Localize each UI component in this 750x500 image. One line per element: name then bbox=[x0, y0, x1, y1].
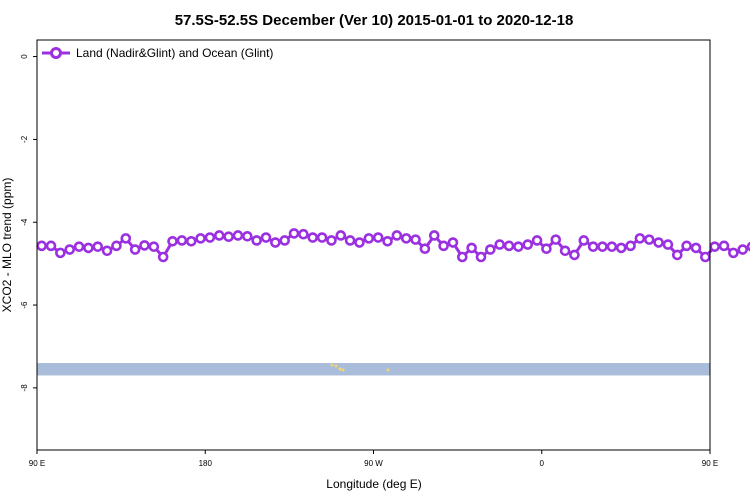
data-point bbox=[242, 231, 253, 242]
plot-area bbox=[36, 228, 750, 376]
data-point bbox=[288, 228, 300, 239]
data-point bbox=[634, 233, 646, 244]
data-point bbox=[466, 242, 477, 254]
x-axis-label: Longitude (deg E) bbox=[326, 477, 421, 491]
data-point bbox=[354, 237, 365, 248]
data-point bbox=[456, 251, 468, 263]
data-point bbox=[335, 230, 347, 241]
data-point bbox=[475, 251, 487, 263]
chart-title: 57.5S-52.5S December (Ver 10) 2015-01-01… bbox=[175, 12, 574, 29]
data-point bbox=[372, 232, 384, 243]
data-point bbox=[513, 241, 524, 252]
data-point bbox=[578, 235, 590, 246]
y-axis: 0 -2 -4 -6 -8 bbox=[20, 54, 37, 392]
x-tick-label: 90 E bbox=[29, 459, 45, 468]
data-point bbox=[363, 233, 375, 244]
data-point bbox=[653, 237, 664, 248]
data-point bbox=[690, 242, 702, 254]
y-tick-label: -8 bbox=[20, 384, 29, 392]
x-tick-label: 180 bbox=[199, 459, 213, 468]
data-point bbox=[148, 241, 160, 252]
data-point bbox=[410, 234, 421, 245]
data-point bbox=[625, 240, 636, 252]
data-point bbox=[298, 228, 309, 240]
data-point bbox=[223, 231, 234, 243]
data-point bbox=[438, 240, 449, 252]
data-point bbox=[139, 240, 150, 251]
y-tick-label: -4 bbox=[20, 218, 29, 226]
data-point bbox=[503, 240, 515, 252]
data-point bbox=[522, 239, 534, 250]
data-point bbox=[129, 244, 141, 255]
data-point bbox=[737, 244, 749, 255]
data-point bbox=[681, 240, 692, 252]
data-point bbox=[213, 230, 225, 241]
y-axis-label: XCO2 - MLO trend (ppm) bbox=[0, 178, 14, 313]
data-point bbox=[718, 240, 730, 252]
data-point bbox=[55, 247, 66, 259]
data-point bbox=[101, 245, 113, 257]
data-point bbox=[307, 232, 319, 243]
data-point bbox=[73, 241, 85, 252]
data-point bbox=[64, 244, 76, 255]
data-point bbox=[279, 235, 291, 246]
data-point bbox=[344, 235, 356, 246]
x-axis: 90 E 180 90 W 0 90 E bbox=[29, 450, 718, 468]
data-point bbox=[120, 233, 132, 244]
data-point bbox=[391, 230, 403, 241]
data-point bbox=[428, 230, 440, 241]
data-point bbox=[643, 234, 655, 245]
data-point bbox=[45, 240, 57, 252]
data-point bbox=[316, 232, 328, 243]
data-point bbox=[382, 235, 393, 247]
legend-marker bbox=[50, 47, 62, 59]
data-point bbox=[270, 237, 281, 248]
legend-label: Land (Nadir&Glint) and Ocean (Glint) bbox=[76, 46, 273, 60]
data-point bbox=[83, 242, 94, 254]
data-point bbox=[447, 237, 459, 248]
data-point bbox=[494, 239, 505, 250]
data-point bbox=[400, 233, 412, 244]
data-point bbox=[587, 241, 599, 252]
legend: Land (Nadir&Glint) and Ocean (Glint) bbox=[42, 46, 273, 60]
data-point bbox=[176, 235, 188, 246]
data-point bbox=[157, 251, 169, 263]
data-point bbox=[671, 249, 683, 261]
y-tick-label: -6 bbox=[20, 301, 29, 309]
y-tick-label: -2 bbox=[20, 135, 29, 143]
data-point bbox=[232, 230, 244, 241]
data-point bbox=[251, 235, 262, 246]
data-point bbox=[195, 233, 206, 244]
x-tick-label: 90 E bbox=[702, 459, 718, 468]
data-point bbox=[36, 240, 47, 252]
x-tick-label: 0 bbox=[540, 459, 545, 468]
data-point bbox=[597, 241, 608, 252]
data-point bbox=[204, 232, 216, 243]
data-point bbox=[260, 232, 272, 243]
data-point bbox=[709, 241, 720, 252]
data-point bbox=[531, 235, 543, 246]
data-point bbox=[550, 234, 562, 245]
data-point bbox=[185, 235, 197, 247]
data-point bbox=[569, 249, 580, 261]
data-point bbox=[662, 239, 674, 250]
map-ocean-strip bbox=[37, 363, 710, 376]
data-point bbox=[728, 247, 739, 259]
data-point bbox=[541, 243, 552, 255]
x-tick-label: 90 W bbox=[364, 459, 383, 468]
data-point bbox=[485, 244, 496, 255]
data-point bbox=[92, 241, 104, 252]
y-tick-label: 0 bbox=[20, 54, 29, 59]
data-point bbox=[111, 240, 122, 252]
map-land-specks bbox=[330, 363, 390, 372]
data-point bbox=[167, 235, 178, 247]
data-point bbox=[606, 241, 618, 252]
data-point bbox=[419, 243, 431, 255]
data-point bbox=[326, 235, 337, 246]
data-point bbox=[615, 242, 627, 254]
data-point bbox=[559, 245, 571, 257]
data-point bbox=[700, 251, 711, 263]
